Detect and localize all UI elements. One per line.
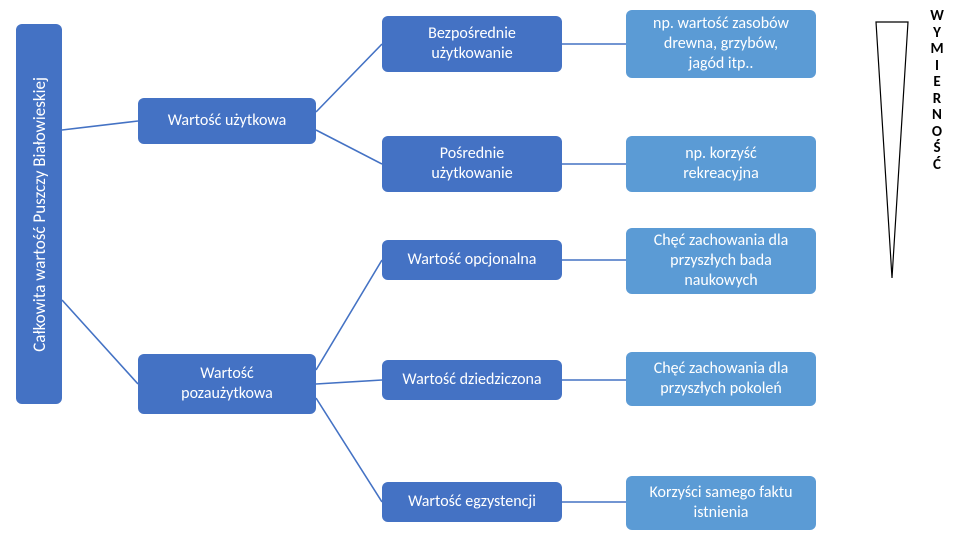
leaf-node-posrednie: Pośrednieużytkowanie [382,136,562,192]
example-node-zasoby: np. wartość zasobówdrewna, grzybów,jagód… [626,10,816,78]
mid-node-uzytkowa: Wartość użytkowa [138,98,316,144]
example-node-korzysc: np. korzyśćrekreacyjna [626,136,816,192]
root-node: Całkowita wartość Puszczy Białowieskiej [16,24,62,404]
example-node-korzysci: Korzyści samego faktuistnienia [626,476,816,530]
leaf-node-opcjonalna: Wartość opcjonalna [382,240,562,280]
leaf-node-bezposrednie: Bezpośrednieużytkowanie [382,16,562,72]
leaf-node-egzystencji: Wartość egzystencji [382,482,562,522]
wymiernosc-label: WYMIERNOŚĆ [926,8,948,173]
mid-node-pozauzytkowa: Wartośćpozaużytkowa [138,354,316,414]
example-node-chec1: Chęć zachowania dlaprzyszłych badanaukow… [626,228,816,294]
leaf-node-dziedziczona: Wartość dziedziczona [382,360,562,400]
example-node-chec2: Chęć zachowania dlaprzyszłych pokoleń [626,352,816,406]
root-label: Całkowita wartość Puszczy Białowieskiej [29,77,50,352]
